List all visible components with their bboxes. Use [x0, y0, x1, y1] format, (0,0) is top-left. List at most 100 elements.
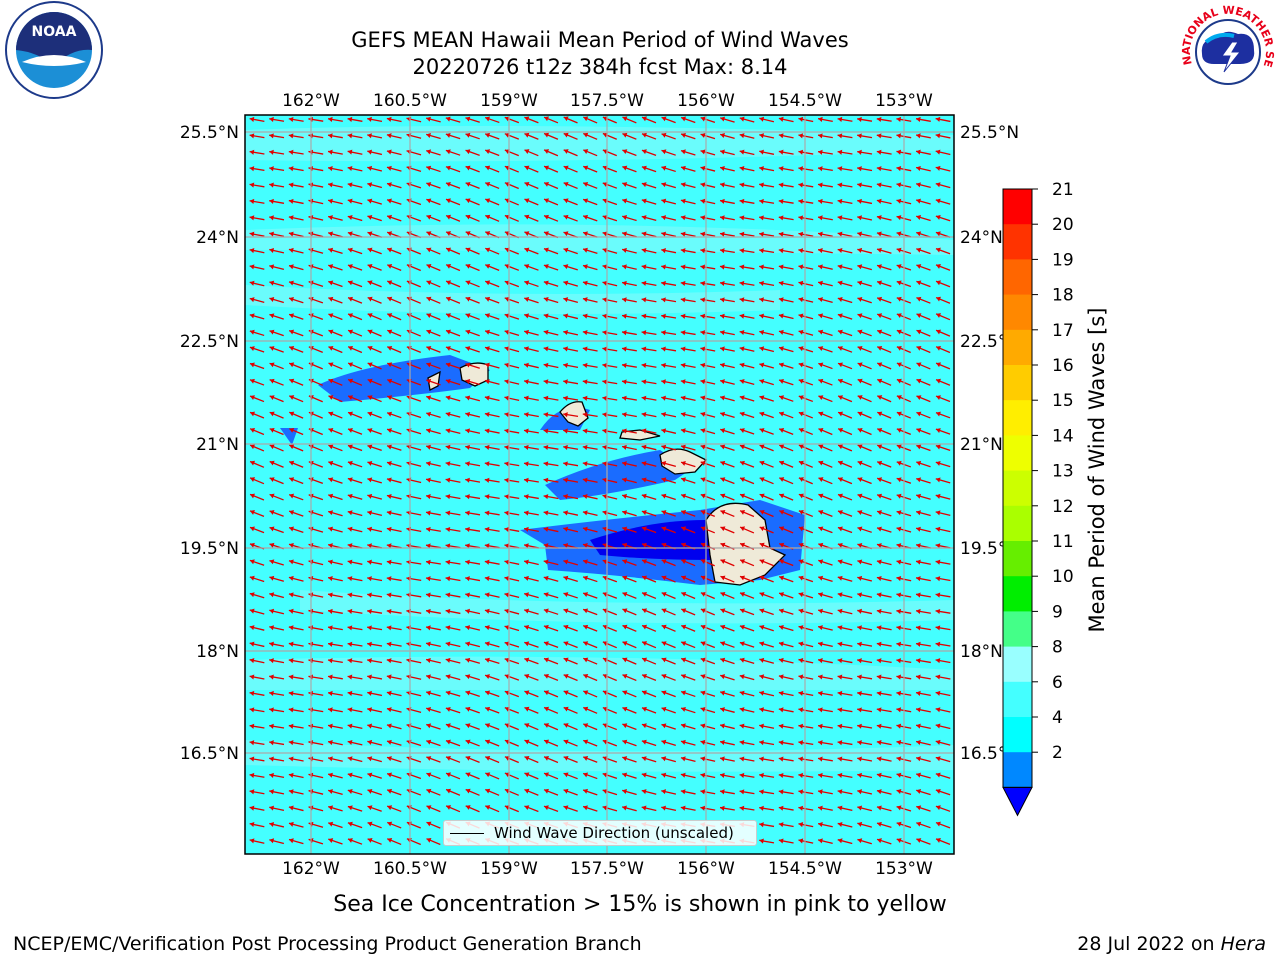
- wind-vector-head: [445, 329, 451, 335]
- wind-vector-head: [739, 166, 745, 172]
- wind-vector-head: [484, 608, 490, 614]
- wind-vector-head: [249, 329, 255, 335]
- wind-vector-head: [524, 181, 530, 187]
- wind-vector-head: [641, 756, 647, 762]
- wind-vector-head: [916, 378, 922, 384]
- wind-vector-head: [445, 625, 451, 631]
- wind-vector-head: [896, 477, 902, 483]
- wind-vector-head: [249, 280, 255, 286]
- wind-vector-head: [563, 313, 569, 319]
- wind-vector-head: [387, 214, 392, 220]
- wind-vector-head: [583, 198, 589, 204]
- wind-vector-head: [641, 132, 647, 138]
- wind-vector-head: [347, 510, 353, 516]
- wind-vector-head: [876, 198, 882, 204]
- wind-vector-head: [779, 493, 785, 499]
- wind-vector-head: [916, 526, 921, 532]
- wind-vector-head: [622, 805, 627, 811]
- wind-vector-head: [622, 772, 628, 778]
- wind-vector-head: [465, 231, 471, 236]
- wind-vector-head: [426, 788, 432, 794]
- wind-vector-head: [778, 690, 784, 696]
- wind-vector-head: [288, 264, 294, 270]
- wind-vector-head: [935, 214, 941, 220]
- wind-vector-head: [759, 608, 765, 614]
- wind-vector-head: [759, 838, 764, 844]
- wind-vector-head: [544, 706, 550, 712]
- wind-vector-head: [347, 625, 353, 631]
- wind-vector-head: [484, 444, 490, 450]
- wind-vector-head: [818, 789, 823, 795]
- wind-vector-head: [367, 707, 373, 713]
- wind-vector-head: [465, 214, 471, 220]
- wind-vector-head: [661, 231, 667, 237]
- wind-vector-head: [876, 231, 882, 237]
- wind-vector-head: [935, 149, 941, 155]
- wind-vector-head: [622, 559, 628, 565]
- wind-vector-head: [935, 116, 941, 122]
- wind-vector-head: [798, 838, 804, 844]
- wind-vector-head: [485, 739, 491, 745]
- lon-tick: 159°W: [480, 859, 538, 879]
- wind-vector-head: [857, 231, 863, 237]
- wind-vector-head: [426, 133, 432, 139]
- wind-vector-head: [837, 264, 843, 270]
- wind-vector-head: [465, 739, 471, 745]
- wind-vector-head: [583, 673, 589, 679]
- wind-vector-head: [583, 608, 589, 614]
- wind-vector-head: [641, 165, 647, 171]
- wind-vector-head: [583, 805, 588, 811]
- wind-vector-head: [445, 132, 451, 138]
- wind-vector-head: [818, 477, 824, 482]
- wind-vector-head: [582, 461, 588, 467]
- wind-vector-head: [602, 412, 608, 418]
- wind-vector-head: [328, 559, 333, 565]
- wind-vector-head: [367, 788, 373, 794]
- wind-vector-head: [798, 346, 804, 352]
- wind-vector-head: [838, 477, 843, 482]
- colorbar-segment: [1003, 681, 1032, 718]
- wind-vector-head: [916, 133, 921, 139]
- wind-vector-head: [485, 247, 491, 253]
- wind-vector-head: [720, 493, 726, 499]
- wind-vector-head: [837, 362, 843, 368]
- wind-vector-head: [916, 395, 922, 400]
- wind-vector-head: [465, 788, 471, 794]
- wind-vector-head: [916, 116, 921, 122]
- wind-vector-head: [485, 674, 490, 680]
- wind-vector-head: [916, 247, 922, 253]
- wind-vector-head: [563, 690, 569, 696]
- wind-vector-head: [720, 805, 725, 811]
- wind-vector-head: [504, 592, 510, 598]
- wind-vector-head: [720, 428, 726, 434]
- wind-vector-head: [622, 723, 628, 729]
- wind-vector-head: [367, 625, 372, 631]
- wind-vector-head: [876, 674, 882, 680]
- wind-vector-head: [288, 838, 294, 844]
- wind-vector-head: [778, 772, 784, 779]
- colorbar-segment: [1003, 611, 1032, 648]
- wind-vector-head: [269, 592, 275, 598]
- sea-ice-note-text: Sea Ice Concentration > 15% is shown in …: [333, 892, 947, 917]
- wind-vector-head: [896, 789, 902, 795]
- wind-vector-head: [641, 247, 647, 254]
- wind-vector-head: [739, 444, 745, 450]
- wind-vector-head: [269, 395, 275, 400]
- lat-ticks-left: 25.5°N 24°N 22.5°N 21°N 19.5°N 18°N 16.5…: [180, 123, 239, 764]
- wind-vector-head: [348, 362, 354, 368]
- wind-vector-head: [269, 542, 275, 548]
- wind-vector-head: [857, 592, 863, 598]
- wind-vector-head: [720, 379, 725, 385]
- wind-vector-head: [544, 132, 550, 138]
- wind-vector-head: [582, 444, 588, 450]
- wind-vector-head: [465, 559, 470, 565]
- wind-vector-head: [269, 772, 274, 778]
- wind-vector-head: [563, 297, 569, 303]
- wind-vector-head: [700, 674, 706, 680]
- island-oahu: [559, 401, 589, 427]
- wind-vector-head: [445, 165, 451, 171]
- wind-vector-head: [367, 280, 373, 286]
- wind-vector-head: [387, 411, 393, 417]
- wind-vector-head: [935, 493, 941, 499]
